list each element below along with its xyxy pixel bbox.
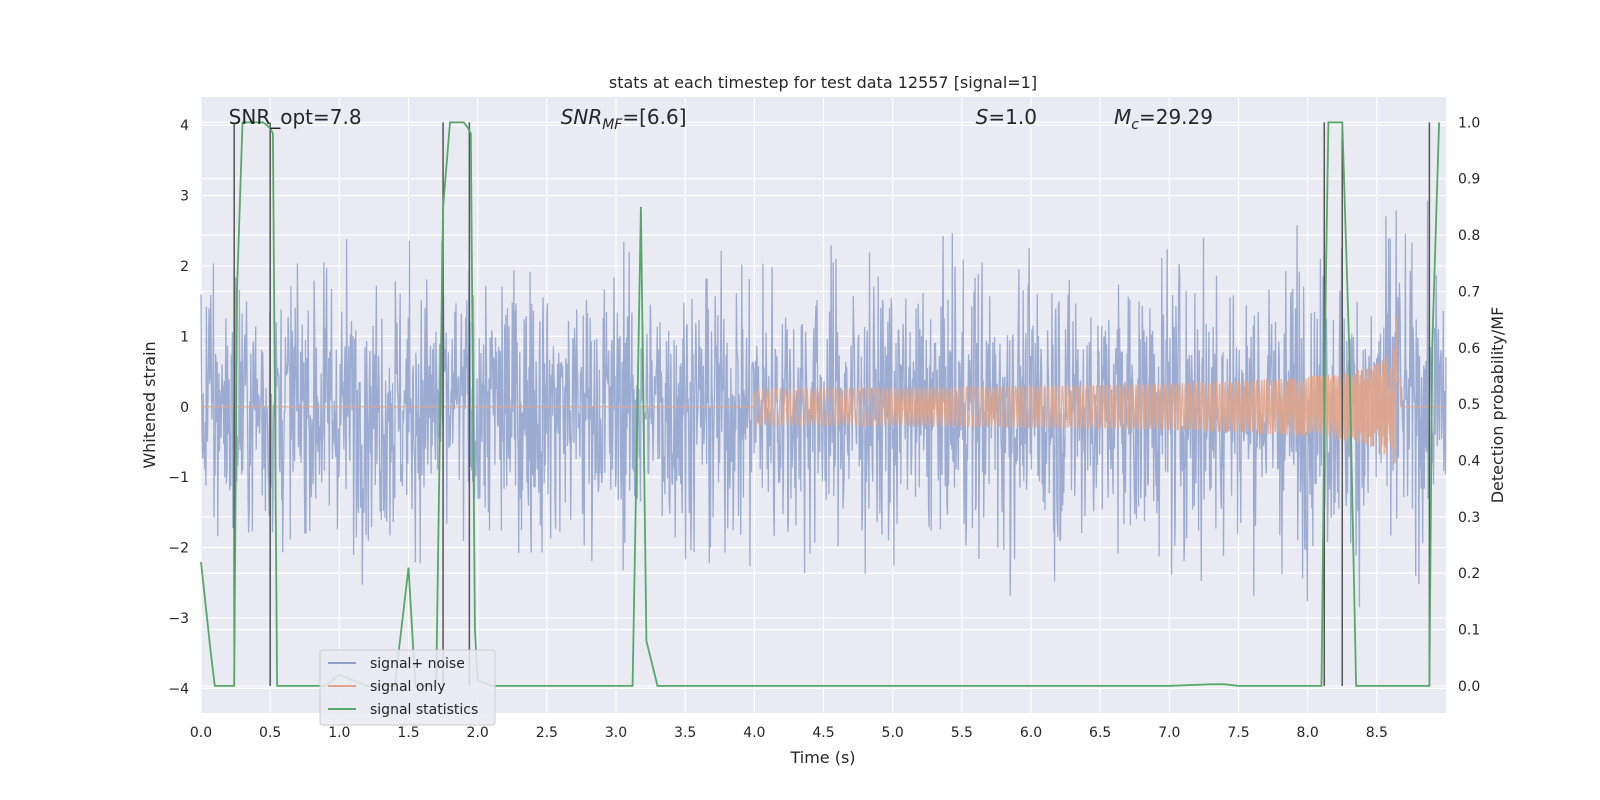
y-tick-label: −3 — [168, 611, 189, 627]
y-tick-label: 2 — [180, 259, 189, 275]
x-tick-label: 1.0 — [328, 725, 350, 741]
annotation-snr-mf: SNRMF=[6.6] — [561, 105, 687, 133]
series-signal-only — [201, 316, 1446, 465]
y-tick-label: 4 — [180, 118, 189, 134]
x-tick-label: 8.5 — [1366, 725, 1388, 741]
y2-tick-label: 0.1 — [1458, 623, 1480, 639]
legend-label-noise: signal+ noise — [370, 656, 465, 672]
legend: signal+ noise signal only signal statist… — [319, 649, 496, 726]
x-tick-label: 2.5 — [536, 725, 558, 741]
y2-tick-label: 0.0 — [1458, 679, 1480, 695]
x-tick-label: 0.5 — [259, 725, 281, 741]
x-tick-label: 0.0 — [190, 725, 212, 741]
y-axis-title: Whitened strain — [140, 341, 159, 468]
y-tick-label: −1 — [168, 470, 189, 486]
y-tick-label: 0 — [180, 400, 189, 416]
x-axis-title: Time (s) — [789, 748, 855, 767]
signal-only-line — [201, 316, 1446, 465]
annotations: SNR_opt=7.8 SNRMF=[6.6] S=1.0 Mc=29.29 — [229, 105, 1213, 133]
y2-tick-label: 1.0 — [1458, 115, 1480, 131]
x-tick-label: 5.0 — [882, 725, 904, 741]
x-tick-label: 3.5 — [674, 725, 696, 741]
chart-title: stats at each timestep for test data 125… — [609, 73, 1037, 92]
y2-tick-label: 0.6 — [1458, 341, 1480, 357]
legend-label-signal: signal only — [370, 679, 445, 695]
x-tick-label: 2.0 — [467, 725, 489, 741]
x-tick-label: 6.5 — [1089, 725, 1111, 741]
y2-tick-label: 0.5 — [1458, 397, 1480, 413]
legend-box — [319, 649, 496, 726]
legend-label-stats: signal statistics — [370, 702, 478, 718]
x-tick-label: 3.0 — [605, 725, 627, 741]
y-tick-label: 3 — [180, 189, 189, 205]
x-tick-label: 6.0 — [1020, 725, 1042, 741]
x-tick-label: 4.5 — [812, 725, 834, 741]
y2-tick-label: 0.3 — [1458, 510, 1480, 526]
x-tick-label: 5.5 — [951, 725, 973, 741]
x-tick-label: 7.5 — [1227, 725, 1249, 741]
x-tick-label: 4.0 — [743, 725, 765, 741]
y2-tick-label: 0.7 — [1458, 284, 1480, 300]
y-ticks: −4 −3 −2 −1 0 1 2 3 4 — [168, 118, 189, 697]
y-tick-label: −4 — [168, 681, 189, 697]
annotation-s-value: S=1.0 — [976, 105, 1037, 129]
y2-ticks: 0.0 0.1 0.2 0.3 0.4 0.5 0.6 0.7 0.8 0.9 1.0 — [1458, 115, 1480, 695]
x-tick-label: 7.0 — [1158, 725, 1180, 741]
x-tick-label: 1.5 — [397, 725, 419, 741]
y-tick-label: −2 — [168, 541, 189, 557]
y2-tick-label: 0.8 — [1458, 228, 1480, 244]
y2-tick-label: 0.2 — [1458, 566, 1480, 582]
x-ticks: 0.0 0.5 1.0 1.5 2.0 2.5 3.0 3.5 4.0 4.5 5.0 5.5 6.0 6… — [190, 725, 1388, 741]
y2-axis-title: Detection probability/MF — [1488, 307, 1507, 504]
y2-tick-label: 0.9 — [1458, 172, 1480, 188]
annotation-mc-value: Mc=29.29 — [1114, 105, 1213, 133]
y-tick-label: 1 — [180, 329, 189, 345]
x-tick-label: 8.0 — [1297, 725, 1319, 741]
y2-tick-label: 0.4 — [1458, 454, 1480, 470]
annotation-snr-opt: SNR_opt=7.8 — [229, 105, 362, 129]
